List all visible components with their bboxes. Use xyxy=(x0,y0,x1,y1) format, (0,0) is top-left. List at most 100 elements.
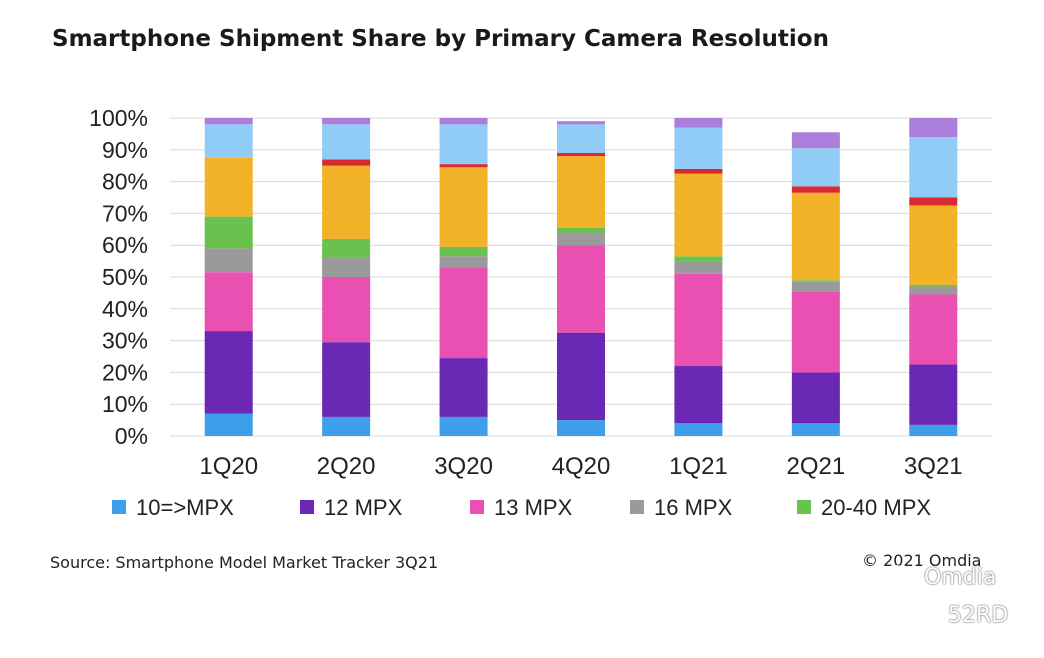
y-tick-label: 40% xyxy=(102,296,148,322)
bar-segment-13-mpx xyxy=(909,294,958,365)
bar-segment-64-mpx xyxy=(909,197,958,206)
bar-segment-other xyxy=(557,121,605,125)
copyright-note: © 2021 Omdia xyxy=(862,551,982,570)
watermark-52rd: 52RD xyxy=(906,602,1008,628)
bar-segment-108-mpx xyxy=(204,124,253,158)
x-tick-label: 2Q21 xyxy=(786,453,845,480)
wechat-icon xyxy=(883,565,914,588)
y-tick-label: 100% xyxy=(89,105,148,131)
wechat-icon xyxy=(907,603,938,626)
bar-segment-108-mpx xyxy=(557,124,605,153)
watermark-52rd-text: 52RD xyxy=(948,602,1009,628)
legend-swatch xyxy=(300,500,314,514)
bar-segment-other xyxy=(439,118,488,125)
bar-segment-12-mpx xyxy=(909,364,958,425)
bar-segment-13-mpx xyxy=(439,267,488,359)
bar-segment-13-mpx xyxy=(557,245,605,333)
legend-label: 16 MPX xyxy=(654,495,733,520)
bar-segment-12-mpx xyxy=(674,366,723,424)
bar-segment-108-mpx xyxy=(439,124,488,165)
legend-swatch xyxy=(630,500,644,514)
bar-segment-20-40-mpx xyxy=(791,280,840,282)
source-note: Source: Smartphone Model Market Tracker … xyxy=(50,553,439,572)
watermark-omdia-text: Omdia xyxy=(924,564,997,590)
bar-segment-other xyxy=(322,118,371,125)
bar-segment-20-40-mpx xyxy=(322,238,371,258)
bar-segment-20-40-mpx xyxy=(439,246,488,257)
bar-segment-13-mpx xyxy=(322,277,371,343)
bar-segment-other xyxy=(204,118,253,125)
legend-label: 10=>MPX xyxy=(136,495,234,520)
bar-segment-48-mpx xyxy=(322,165,371,239)
bar-segment-16-mpx xyxy=(674,261,723,274)
legend-label: 12 MPX xyxy=(324,495,403,520)
bar-segment-20-40-mpx xyxy=(557,227,605,233)
bar-segment-12-mpx xyxy=(322,342,371,417)
x-tick-label: 1Q20 xyxy=(199,453,258,480)
bar-segment-13-mpx xyxy=(791,291,840,373)
bar-segment-48-mpx xyxy=(439,167,488,247)
bar-segment-10-mpx xyxy=(909,424,958,436)
bar-segment-10-mpx xyxy=(791,423,840,436)
bar-segment-64-mpx xyxy=(791,186,840,193)
y-tick-label: 70% xyxy=(102,200,148,226)
bar-segment-16-mpx xyxy=(909,286,958,295)
x-tick-label: 4Q20 xyxy=(552,453,611,480)
bar-segment-20-40-mpx xyxy=(909,284,958,287)
x-tick-label: 3Q20 xyxy=(434,453,493,480)
bar-segment-10-mpx xyxy=(557,420,605,436)
y-tick-label: 0% xyxy=(115,423,148,449)
bar-segment-108-mpx xyxy=(322,124,371,160)
stacked-bar-chart: 0% 10% 20% 30% 40% 50% 60% 70% 80% 90% 100% 1Q20 2Q2… xyxy=(89,105,992,520)
y-tick-label: 30% xyxy=(102,328,148,354)
legend-label: 20-40 MPX xyxy=(821,495,931,520)
bar-segment-48-mpx xyxy=(674,173,723,257)
bar-segment-other xyxy=(674,118,723,128)
legend-swatch xyxy=(112,500,126,514)
bar-segment-16-mpx xyxy=(439,256,488,268)
bar-segment-10-mpx xyxy=(439,416,488,436)
bar-segment-20-40-mpx xyxy=(204,216,253,249)
bar-segment-20-40-mpx xyxy=(674,256,723,262)
bar-segment-64-mpx xyxy=(557,152,605,157)
bar-segment-10-mpx xyxy=(204,413,253,436)
bar-segment-16-mpx xyxy=(322,257,371,277)
bar-segment-48-mpx xyxy=(557,156,605,228)
bar-segment-64-mpx xyxy=(439,164,488,168)
bar-segment-16-mpx xyxy=(204,248,253,273)
legend-label: 13 MPX xyxy=(494,495,573,520)
bar-segment-48-mpx xyxy=(204,157,253,217)
bar-segment-12-mpx xyxy=(791,372,840,424)
watermark-omdia: Omdia xyxy=(882,564,996,590)
y-tick-label: 50% xyxy=(102,264,148,290)
x-tick-label: 1Q21 xyxy=(669,453,728,480)
y-tick-label: 10% xyxy=(102,391,148,417)
legend-swatch xyxy=(797,500,811,514)
x-tick-label: 3Q21 xyxy=(904,453,963,480)
chart-title: Smartphone Shipment Share by Primary Cam… xyxy=(52,26,829,52)
legend-swatch xyxy=(470,500,484,514)
y-tick-label: 80% xyxy=(102,169,148,195)
bar-segment-other xyxy=(909,118,958,138)
x-tick-label: 2Q20 xyxy=(317,453,376,480)
bar-segment-16-mpx xyxy=(791,281,840,292)
bar-segment-108-mpx xyxy=(909,137,958,198)
bar-segment-12-mpx xyxy=(557,332,605,421)
y-tick-label: 60% xyxy=(102,232,148,258)
bar-segment-10-mpx xyxy=(322,416,371,436)
bar-segment-12-mpx xyxy=(439,358,488,417)
bar-segment-64-mpx xyxy=(674,168,723,174)
bar-segment-48-mpx xyxy=(791,192,840,281)
bar-segment-other xyxy=(791,132,840,149)
bar-segment-10-mpx xyxy=(674,423,723,436)
bar-segment-108-mpx xyxy=(674,127,723,169)
bar-segment-13-mpx xyxy=(204,272,253,332)
bar-segment-16-mpx xyxy=(557,232,605,246)
bar-segment-13-mpx xyxy=(674,273,723,367)
bar-segment-48-mpx xyxy=(909,205,958,285)
bar-segment-64-mpx xyxy=(322,159,371,166)
bar-segment-108-mpx xyxy=(791,148,840,187)
bar-segment-12-mpx xyxy=(204,331,253,414)
y-tick-label: 90% xyxy=(102,137,148,163)
y-tick-label: 20% xyxy=(102,359,148,385)
